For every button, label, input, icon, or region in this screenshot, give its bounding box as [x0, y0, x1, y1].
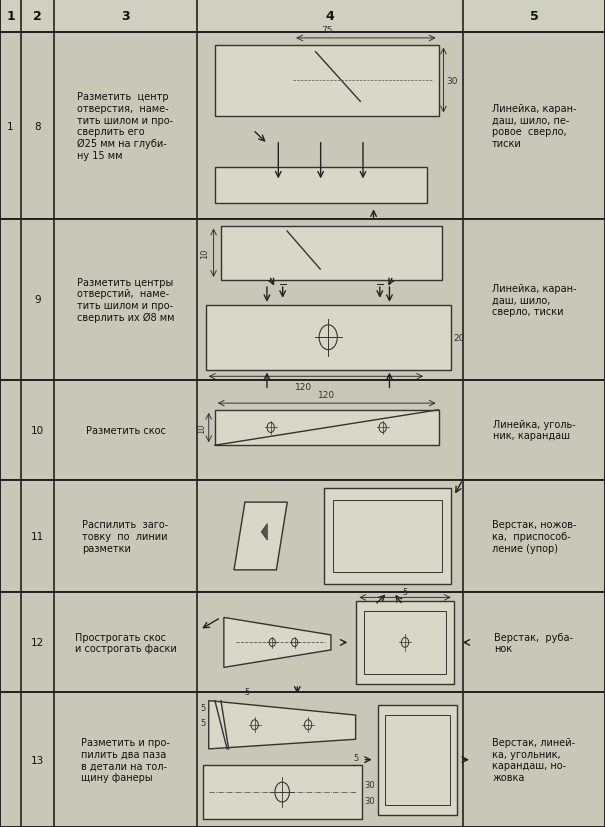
Bar [0, 593, 605, 692]
Text: 12: 12 [31, 638, 44, 648]
Bar [0, 380, 605, 480]
Bar [215, 168, 427, 203]
Bar [221, 227, 442, 280]
Bar [378, 705, 457, 815]
Bar [0, 0, 605, 33]
Polygon shape [224, 618, 331, 667]
Text: 5: 5 [402, 587, 408, 596]
Text: 5: 5 [353, 753, 358, 762]
Text: 75: 75 [321, 26, 333, 35]
Bar [356, 601, 454, 684]
Bar [0, 480, 605, 593]
Polygon shape [209, 700, 356, 749]
Text: Линейка, уголь-
ник, карандаш: Линейка, уголь- ник, карандаш [492, 419, 575, 441]
Bar [0, 220, 605, 380]
Text: Линейка, каран-
даш, шило, пе-
ровое  сверло,
тиски: Линейка, каран- даш, шило, пе- ровое све… [492, 104, 576, 149]
Text: 20: 20 [454, 333, 465, 342]
Text: Верстак,  руба-
нок: Верстак, руба- нок [494, 632, 574, 653]
Text: Прострогать скос
и сострогать фаски: Прострогать скос и сострогать фаски [74, 632, 177, 653]
Text: 120: 120 [318, 390, 335, 399]
Text: Верстак, линей-
ка, угольник,
карандаш, но-
жовка: Верстак, линей- ка, угольник, карандаш, … [492, 738, 575, 782]
Bar [364, 611, 446, 674]
Polygon shape [234, 503, 287, 570]
Text: 2: 2 [33, 10, 42, 23]
Text: 30: 30 [365, 780, 375, 789]
Text: 10: 10 [197, 423, 206, 433]
Text: 30: 30 [365, 796, 375, 805]
Text: 1: 1 [6, 10, 15, 23]
Text: 8: 8 [34, 122, 41, 131]
Text: 5: 5 [244, 687, 250, 696]
Text: 9: 9 [34, 295, 41, 305]
Bar [0, 33, 605, 220]
Text: Разметить  центр
отверстия,  наме-
тить шилом и про-
сверлить его
Ø25 мм на глуб: Разметить центр отверстия, наме- тить ши… [77, 93, 174, 160]
Text: 13: 13 [31, 755, 44, 765]
Text: 30: 30 [446, 76, 457, 85]
Text: Разметить и про-
пилить два паза
в детали на тол-
щину фанеры: Разметить и про- пилить два паза в детал… [81, 738, 170, 782]
Text: Линейка, каран-
даш, шило,
сверло, тиски: Линейка, каран- даш, шило, сверло, тиски [492, 284, 576, 317]
Text: 4: 4 [325, 10, 334, 23]
Text: 5: 5 [200, 718, 206, 727]
Bar [215, 45, 439, 117]
Bar [0, 692, 605, 827]
Bar [215, 410, 439, 446]
Text: Разметить скос: Разметить скос [85, 425, 166, 435]
Text: 120: 120 [295, 383, 312, 392]
Text: 10: 10 [200, 248, 209, 259]
Text: Разметить центры
отверстий,  наме-
тить шилом и про-
сверлить их Ø8 мм: Разметить центры отверстий, наме- тить ш… [77, 277, 174, 323]
Bar [324, 488, 451, 585]
Bar [206, 305, 451, 370]
Bar [203, 766, 362, 819]
Text: 5: 5 [529, 10, 538, 23]
Text: Распилить  заго-
товку  по  линии
разметки: Распилить заго- товку по линии разметки [82, 519, 169, 553]
Polygon shape [261, 524, 267, 541]
Text: 3: 3 [121, 10, 130, 23]
Text: 5: 5 [200, 704, 206, 713]
Text: 10: 10 [31, 425, 44, 435]
Text: Верстак, ножов-
ка,  приспособ-
ление (упор): Верстак, ножов- ка, приспособ- ление (уп… [492, 519, 576, 553]
Text: 1: 1 [7, 122, 14, 131]
Text: 11: 11 [31, 531, 44, 542]
Bar [385, 715, 450, 805]
Bar [333, 500, 442, 572]
